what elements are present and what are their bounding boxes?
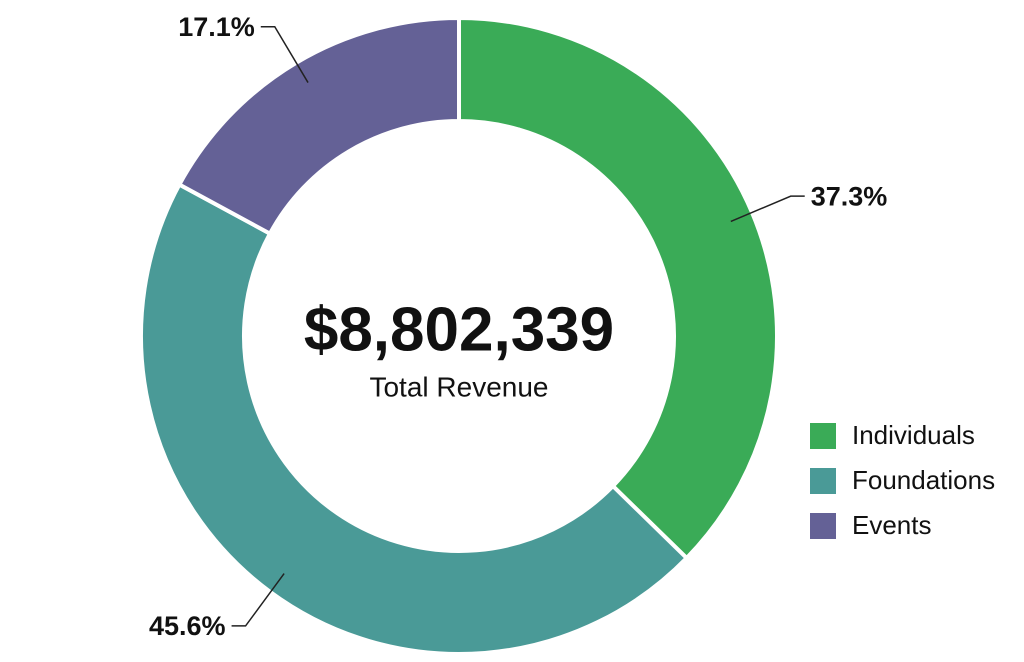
data-label: 45.6% bbox=[149, 611, 226, 641]
data-label: 17.1% bbox=[178, 12, 255, 42]
donut-segment bbox=[176, 15, 461, 237]
legend-swatch bbox=[810, 513, 836, 539]
legend-label: Individuals bbox=[852, 420, 975, 450]
legend-swatch bbox=[810, 468, 836, 494]
legend-swatch bbox=[810, 423, 836, 449]
center-value: $8,802,339 bbox=[304, 295, 614, 364]
donut-segment bbox=[457, 15, 779, 561]
legend-label: Foundations bbox=[852, 465, 995, 495]
legend-label: Events bbox=[852, 510, 932, 540]
leader-line bbox=[231, 573, 285, 627]
leader-line bbox=[730, 195, 805, 223]
center-label: Total Revenue bbox=[369, 371, 548, 402]
donut-segment bbox=[139, 181, 690, 656]
data-label: 37.3% bbox=[811, 181, 888, 211]
leader-line bbox=[260, 25, 309, 83]
